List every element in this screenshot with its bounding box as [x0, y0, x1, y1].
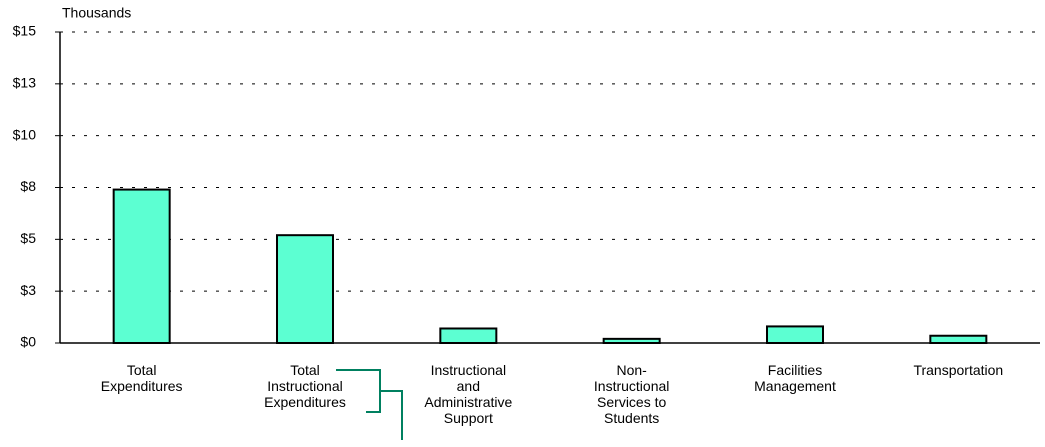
x-tick-label: Total Expenditures — [100, 362, 183, 394]
bar — [439, 327, 498, 344]
bar — [766, 325, 824, 344]
x-tick-label: Total Instructional Expenditures — [264, 362, 346, 410]
x-tick-label: Facilities Management — [754, 362, 836, 394]
x-tick-label: Instructional and Administrative Support — [424, 362, 513, 426]
y-tick-label: $3 — [20, 282, 36, 298]
bar — [276, 234, 334, 344]
connector — [336, 369, 403, 440]
y-tick-label: $15 — [13, 23, 37, 39]
bar — [602, 337, 661, 344]
y-tick-label: $8 — [20, 178, 36, 194]
x-tick-label: Non-Instructional Services to Students — [593, 362, 670, 426]
bar — [112, 188, 171, 344]
bar — [929, 334, 988, 345]
y-tick-label: $0 — [20, 334, 36, 350]
y-axis-label: Thousands — [62, 5, 131, 21]
y-tick-label: $10 — [13, 126, 37, 142]
y-tick-label: $5 — [20, 230, 36, 246]
y-tick-label: $13 — [13, 75, 37, 91]
x-tick-label: Transportation — [913, 362, 1004, 378]
